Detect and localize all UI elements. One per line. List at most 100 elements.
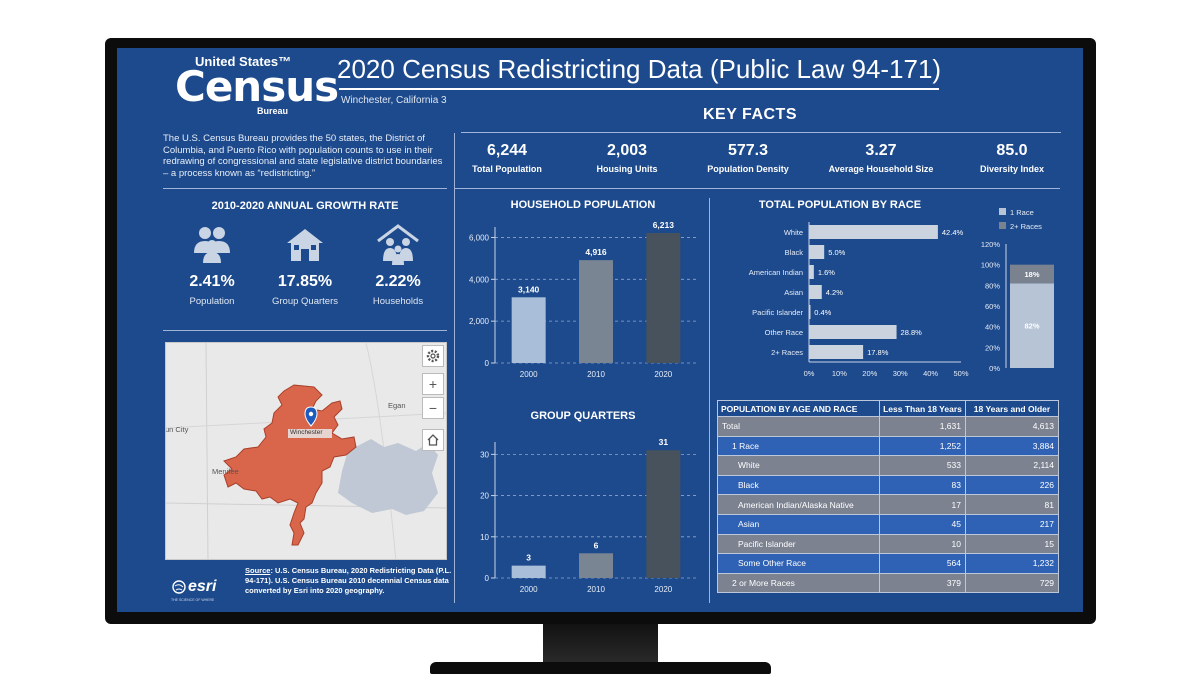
district-area[interactable] bbox=[223, 384, 357, 546]
divider bbox=[454, 133, 455, 603]
bar-2000 bbox=[511, 565, 546, 578]
bar-value-label: 6,213 bbox=[653, 220, 675, 230]
source-label[interactable]: Source bbox=[245, 566, 271, 575]
growth-rate-heading: 2010-2020 ANNUAL GROWTH RATE bbox=[211, 200, 399, 212]
bar-value-label: 28.8% bbox=[901, 328, 923, 337]
key-fact-label: Population Density bbox=[707, 164, 789, 174]
category-label: 2+ Races bbox=[771, 348, 803, 357]
key-fact-label: Housing Units bbox=[596, 164, 658, 174]
map-view[interactable]: Winchester Egan Sun City Menifee + − bbox=[165, 342, 447, 560]
category-label: White bbox=[784, 228, 803, 237]
table-cell-label: American Indian/Alaska Native bbox=[717, 494, 880, 515]
category-label: Pacific Islander bbox=[752, 308, 803, 317]
bar-value-label: 31 bbox=[659, 437, 669, 447]
race-composition-chart: 1 Race 2+ Races 0% 20% 40% 60% 80% 100% 120% 82% 1… bbox=[981, 208, 1054, 373]
category-label: Black bbox=[785, 248, 804, 257]
table-cell-under18: 10 bbox=[879, 533, 966, 555]
bar-pacific-islander bbox=[809, 305, 811, 319]
location-pin-icon[interactable] bbox=[304, 406, 318, 427]
map-canvas[interactable] bbox=[166, 343, 447, 560]
key-fact-diversity-index: 85.0 Diversity Index bbox=[937, 142, 1083, 174]
zoom-out-button[interactable]: − bbox=[422, 397, 444, 419]
table-row: Some Other Race 564 1,232 bbox=[717, 553, 1059, 574]
category-label: American Indian bbox=[749, 268, 803, 277]
key-fact-value: 85.0 bbox=[996, 142, 1028, 159]
bar-2010 bbox=[579, 260, 613, 363]
bar-value-label: 3,140 bbox=[518, 284, 540, 294]
y-tick-label: 4,000 bbox=[469, 275, 490, 284]
bar-value-label: 5.0% bbox=[828, 248, 845, 257]
x-tick-label: 20% bbox=[862, 369, 877, 378]
key-fact-value: 2,003 bbox=[606, 142, 648, 159]
key-fact-household-size: 3.27 Average Household Size bbox=[806, 142, 956, 174]
divider bbox=[461, 132, 1061, 133]
x-tick-label: 10% bbox=[832, 369, 847, 378]
map-label-menifee: Menifee bbox=[212, 467, 239, 476]
map-label-winchester: Winchester bbox=[290, 429, 323, 436]
table-cell-label: Black bbox=[717, 474, 880, 496]
title-underline bbox=[339, 88, 939, 90]
geography-subtitle: Winchester, California 3 bbox=[341, 95, 447, 106]
legend-label: 2+ Races bbox=[1010, 222, 1042, 231]
key-fact-housing-units: 2,003 Housing Units bbox=[552, 142, 702, 174]
people-icon bbox=[194, 227, 230, 263]
neighbor-area bbox=[338, 439, 438, 515]
household-population-chart: 0 2,000 4,000 6,000 3,140 2000 4,916 2010 6,213 2… bbox=[469, 220, 697, 379]
gear-icon bbox=[426, 349, 440, 363]
y-tick-label: 20 bbox=[480, 492, 489, 501]
map-settings-button[interactable] bbox=[422, 345, 444, 367]
table-cell-label: White bbox=[717, 455, 880, 476]
x-tick-label: 2010 bbox=[587, 370, 605, 379]
table-cell-under18: 564 bbox=[879, 553, 966, 574]
table-cell-under18: 83 bbox=[879, 474, 966, 496]
bar-2020 bbox=[646, 450, 681, 578]
bar-value-label: 1.6% bbox=[818, 268, 835, 277]
y-tick-label: 0% bbox=[989, 364, 1000, 373]
table-cell-over18: 2,114 bbox=[965, 455, 1059, 476]
growth-label: Households bbox=[372, 296, 424, 307]
table-cell-under18: 1,631 bbox=[879, 416, 966, 437]
stacked-bar-1-race bbox=[1010, 283, 1054, 368]
household-population-title: HOUSEHOLD POPULATION bbox=[510, 199, 656, 211]
bar-asian bbox=[809, 285, 822, 299]
table-header: POPULATION BY AGE AND RACE bbox=[717, 400, 880, 417]
y-tick-label: 20% bbox=[985, 343, 1000, 352]
table-cell-over18: 4,613 bbox=[965, 416, 1059, 437]
table-cell-over18: 1,232 bbox=[965, 553, 1059, 574]
table-cell-over18: 15 bbox=[965, 533, 1059, 555]
x-tick-label: 40% bbox=[923, 369, 938, 378]
bar-black bbox=[809, 245, 825, 259]
age-race-table: POPULATION BY AGE AND RACE Less Than 18 … bbox=[717, 400, 1059, 594]
bar-white bbox=[809, 225, 938, 239]
bar-value-label: 4,916 bbox=[585, 247, 607, 257]
divider bbox=[709, 198, 710, 603]
x-tick-label: 2000 bbox=[520, 370, 538, 379]
source-note: Source: U.S. Census Bureau, 2020 Redistr… bbox=[245, 566, 455, 596]
bar-2-races bbox=[809, 345, 864, 359]
table-header: 18 Years and Older bbox=[965, 400, 1059, 417]
table-cell-over18: 729 bbox=[965, 572, 1059, 594]
y-tick-label: 6,000 bbox=[469, 233, 490, 242]
bar-value-label: 6 bbox=[594, 540, 599, 550]
table-cell-label: 1 Race bbox=[717, 435, 880, 457]
category-label: Asian bbox=[784, 288, 803, 297]
x-tick-label: 0% bbox=[804, 369, 815, 378]
y-tick-label: 30 bbox=[480, 450, 489, 459]
growth-value: 2.22% bbox=[375, 273, 421, 290]
group-quarters-chart: 0 10 20 30 3 2000 6 2010 31 2020 bbox=[480, 437, 697, 594]
bar-2000 bbox=[511, 297, 546, 363]
legend-label: 1 Race bbox=[1010, 208, 1034, 217]
zoom-in-button[interactable]: + bbox=[422, 373, 444, 395]
bar-other-race bbox=[809, 325, 897, 339]
logo-united-states: United States™ bbox=[195, 54, 292, 69]
key-fact-value: 3.27 bbox=[865, 142, 897, 159]
esri-wordmark: esri bbox=[188, 578, 217, 595]
divider bbox=[163, 188, 447, 189]
x-tick-label: 30% bbox=[893, 369, 908, 378]
growth-label: Population bbox=[189, 296, 235, 307]
map-home-button[interactable] bbox=[422, 429, 444, 451]
x-tick-label: 50% bbox=[953, 369, 968, 378]
x-tick-label: 2010 bbox=[587, 585, 605, 594]
table-row: 1 Race 1,252 3,884 bbox=[717, 435, 1059, 457]
growth-households: 2.22% Households bbox=[353, 223, 443, 307]
